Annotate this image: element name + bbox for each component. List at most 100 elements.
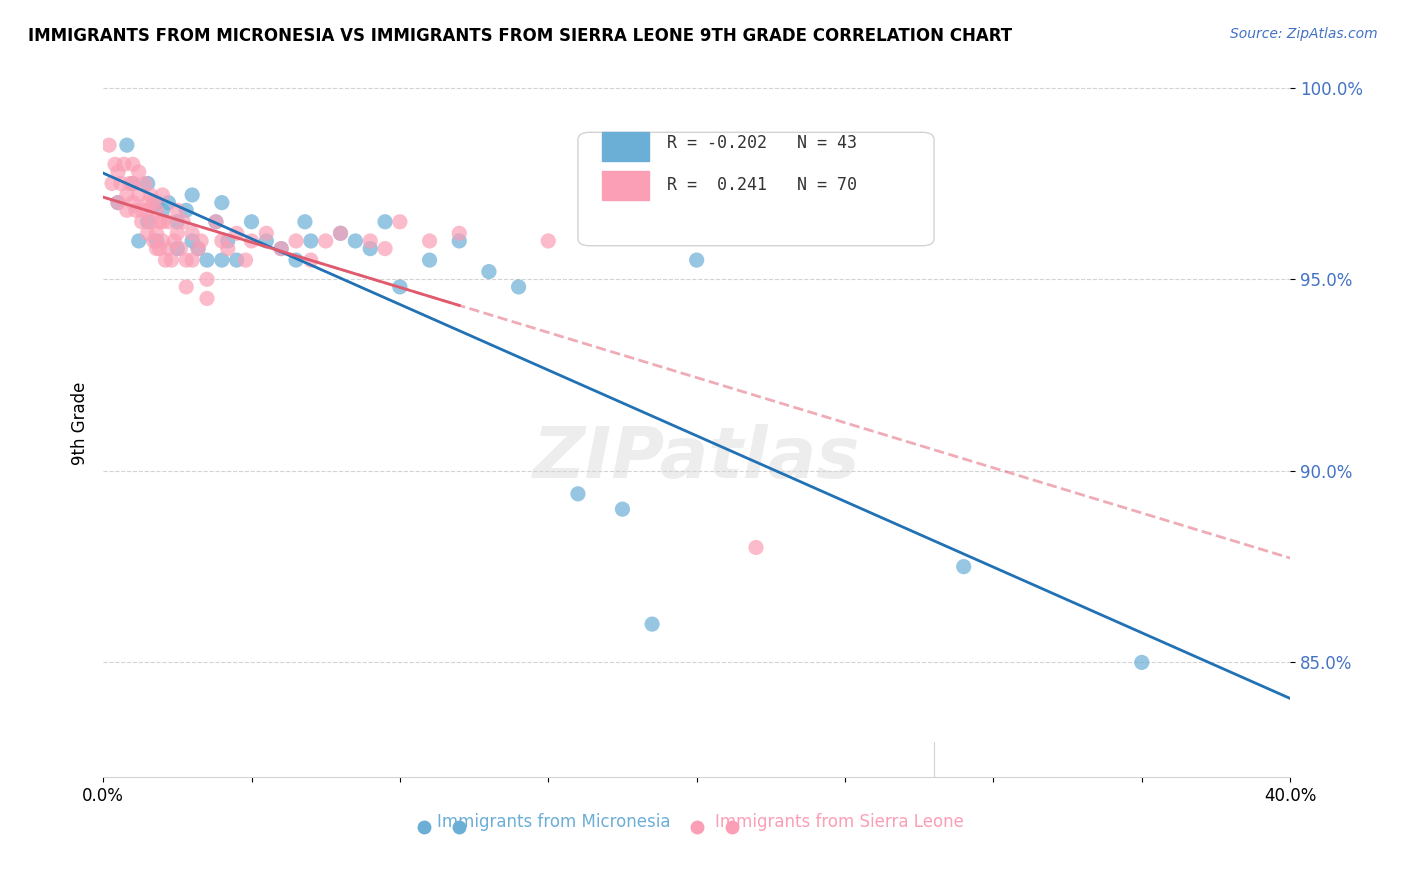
Point — [136, 203, 159, 218]
Point — [254, 227, 277, 241]
Text: Immigrants from Sierra Leone: Immigrants from Sierra Leone — [714, 813, 963, 831]
Point — [225, 227, 247, 241]
Point — [157, 195, 180, 210]
Point — [145, 227, 167, 241]
Point — [155, 253, 177, 268]
Point — [139, 215, 162, 229]
Point — [270, 242, 292, 256]
Point — [285, 234, 308, 248]
Point — [101, 177, 124, 191]
Y-axis label: 9th Grade: 9th Grade — [72, 381, 89, 465]
Point — [240, 215, 263, 229]
Point — [270, 242, 292, 256]
Point — [166, 215, 188, 229]
Point — [145, 203, 167, 218]
Point — [181, 253, 204, 268]
Point — [285, 253, 308, 268]
Point — [612, 502, 634, 516]
Point — [98, 138, 121, 153]
Point — [152, 215, 174, 229]
Point — [160, 253, 183, 268]
Bar — [602, 171, 650, 200]
Point — [128, 234, 150, 248]
Point — [107, 195, 129, 210]
Point — [181, 188, 204, 202]
Point — [374, 215, 396, 229]
Point — [195, 292, 218, 306]
Point — [166, 227, 188, 241]
Point — [217, 242, 239, 256]
Point — [419, 234, 441, 248]
Point — [187, 242, 209, 256]
Point — [125, 203, 148, 218]
Point — [121, 157, 143, 171]
Point — [136, 177, 159, 191]
Point — [107, 165, 129, 179]
FancyBboxPatch shape — [578, 132, 934, 245]
Point — [211, 234, 233, 248]
Point — [181, 227, 204, 241]
Point — [217, 234, 239, 248]
Point — [118, 177, 141, 191]
Point — [449, 227, 471, 241]
Point — [115, 138, 138, 153]
Point — [104, 157, 127, 171]
Text: R =  0.241   N = 70: R = 0.241 N = 70 — [666, 177, 858, 194]
Point — [157, 215, 180, 229]
Point — [388, 280, 411, 294]
Point — [136, 195, 159, 210]
Point — [478, 264, 501, 278]
Point — [374, 242, 396, 256]
Point — [136, 215, 159, 229]
Point — [235, 253, 257, 268]
Point — [211, 253, 233, 268]
Point — [190, 234, 212, 248]
Point — [359, 242, 381, 256]
Point — [152, 203, 174, 218]
Point — [136, 227, 159, 241]
Point — [145, 195, 167, 210]
Point — [315, 234, 337, 248]
Point — [121, 177, 143, 191]
Point — [157, 242, 180, 256]
Point — [211, 195, 233, 210]
Text: IMMIGRANTS FROM MICRONESIA VS IMMIGRANTS FROM SIERRA LEONE 9TH GRADE CORRELATION: IMMIGRANTS FROM MICRONESIA VS IMMIGRANTS… — [28, 27, 1012, 45]
Point — [329, 227, 352, 241]
Point — [145, 242, 167, 256]
Point — [419, 253, 441, 268]
Point — [131, 203, 153, 218]
Point — [145, 234, 167, 248]
Text: Source: ZipAtlas.com: Source: ZipAtlas.com — [1230, 27, 1378, 41]
Bar — [602, 132, 650, 161]
Text: Immigrants from Micronesia: Immigrants from Micronesia — [437, 813, 671, 831]
Point — [685, 253, 707, 268]
Point — [567, 487, 589, 501]
Point — [641, 617, 664, 632]
Point — [240, 234, 263, 248]
Point — [952, 559, 974, 574]
Point — [121, 195, 143, 210]
Text: R = -0.202   N = 43: R = -0.202 N = 43 — [666, 134, 858, 152]
Point — [299, 234, 322, 248]
Point — [745, 541, 768, 555]
Point — [121, 177, 143, 191]
Point — [112, 157, 135, 171]
Point — [134, 177, 156, 191]
Point — [205, 215, 228, 229]
Point — [205, 215, 228, 229]
Point — [225, 253, 247, 268]
Point — [329, 227, 352, 241]
Point — [174, 203, 197, 218]
Point — [142, 195, 165, 210]
Point — [128, 165, 150, 179]
Point — [148, 215, 170, 229]
Point — [115, 203, 138, 218]
Point — [174, 253, 197, 268]
Point — [181, 234, 204, 248]
Point — [128, 188, 150, 202]
Point — [537, 234, 560, 248]
Point — [152, 188, 174, 202]
Point — [254, 234, 277, 248]
Point — [1130, 656, 1153, 670]
Point — [166, 242, 188, 256]
